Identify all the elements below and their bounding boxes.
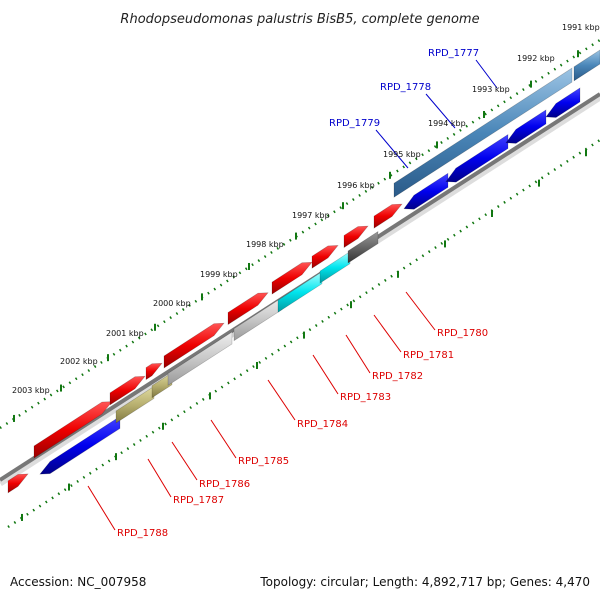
gene-labels: RPD_1777 RPD_1778 RPD_1779 RPD_1780 RPD_1781… bbox=[117, 48, 488, 539]
kbp-label: 1997 kbp bbox=[292, 211, 330, 220]
gene-shape-red bbox=[163, 322, 225, 369]
kbp-label: 2003 kbp bbox=[12, 386, 50, 395]
gene-shape-red bbox=[271, 261, 313, 295]
map-title: Rhodopseudomonas palustris BisB5, comple… bbox=[120, 12, 479, 27]
gene-shape-blue bbox=[445, 133, 509, 183]
gene-shape-red bbox=[343, 225, 369, 249]
gene-label[interactable]: RPD_1778 bbox=[380, 82, 431, 93]
kbp-label: 1992 kbp bbox=[517, 54, 555, 63]
kbp-label: 1999 kbp bbox=[200, 270, 238, 279]
gene-shape-red bbox=[145, 362, 163, 381]
kbp-label: 2000 kbp bbox=[153, 299, 191, 308]
gene-rpd-1788-shape bbox=[7, 473, 29, 494]
gene-shape-blue bbox=[505, 109, 547, 144]
outer-dotted-track bbox=[0, 38, 600, 430]
kbp-label: 1994 kbp bbox=[428, 119, 466, 128]
gene-rpd-1778-reverse bbox=[403, 172, 449, 210]
leader-line bbox=[373, 314, 402, 353]
gene-label[interactable]: RPD_1785 bbox=[238, 456, 289, 467]
kbp-label: 1995 kbp bbox=[383, 150, 421, 159]
gene-rpd-1787-shape bbox=[115, 385, 155, 424]
kbp-label: 1993 kbp bbox=[472, 85, 510, 94]
gene-rpd-1782-shape bbox=[319, 251, 351, 284]
leader-line bbox=[475, 59, 498, 89]
kbp-label: 2001 kbp bbox=[106, 329, 144, 338]
gene-label[interactable]: RPD_1781 bbox=[403, 350, 454, 361]
leader-line bbox=[87, 485, 116, 531]
genome-info-text: Topology: circular; Length: 4,892,717 bp… bbox=[259, 575, 590, 589]
gene-features bbox=[7, 49, 600, 494]
gene-shape-red bbox=[373, 203, 403, 229]
gene-rpd-1786-shape bbox=[151, 372, 173, 399]
gene-label[interactable]: RPD_1784 bbox=[297, 419, 348, 430]
gene-label[interactable]: RPD_1782 bbox=[372, 371, 423, 382]
gene-shape-red bbox=[33, 401, 113, 459]
leader-line bbox=[267, 379, 296, 421]
gene-label[interactable]: RPD_1786 bbox=[199, 479, 250, 490]
gene-rpd-1783-shape bbox=[277, 271, 323, 313]
gene-rpd-1779-shape bbox=[393, 67, 573, 198]
leader-line bbox=[312, 354, 339, 395]
gene-shape-blue bbox=[545, 87, 581, 118]
leader-line bbox=[171, 441, 198, 481]
leader-line bbox=[345, 334, 371, 374]
gene-label[interactable]: RPD_1788 bbox=[117, 528, 168, 539]
gene-rpd-1785-shape bbox=[167, 331, 233, 386]
gene-label[interactable]: RPD_1783 bbox=[340, 392, 391, 403]
gene-label[interactable]: RPD_1787 bbox=[173, 495, 224, 506]
label-leaders bbox=[87, 59, 498, 531]
leader-line bbox=[375, 129, 409, 169]
kbp-label: 1998 kbp bbox=[246, 240, 284, 249]
gene-rpd-1788-reverse bbox=[39, 415, 121, 475]
leader-line bbox=[405, 291, 436, 331]
leader-line bbox=[210, 419, 237, 459]
kbp-labels: 1991 kbp 1992 kbp 1993 kbp 1994 kbp 1995 kbp… bbox=[12, 23, 600, 395]
gene-rpd-1784-shape bbox=[233, 297, 283, 342]
kbp-label: 1991 kbp bbox=[562, 23, 600, 32]
tick-marks bbox=[13, 50, 587, 521]
gene-shape-red bbox=[109, 375, 146, 406]
accession-text: Accession: NC_007958 bbox=[10, 575, 146, 589]
gene-rpd-1781-shape bbox=[347, 231, 379, 264]
gene-rpd-1777-shape bbox=[573, 49, 600, 82]
kbp-label: 1996 kbp bbox=[337, 181, 375, 190]
leader-line bbox=[425, 93, 456, 129]
gene-shape-red bbox=[311, 245, 339, 269]
gene-label[interactable]: RPD_1777 bbox=[428, 48, 479, 59]
gene-label[interactable]: RPD_1780 bbox=[437, 328, 488, 339]
gene-label[interactable]: RPD_1779 bbox=[329, 118, 380, 129]
kbp-label: 2002 kbp bbox=[60, 357, 98, 366]
gene-shape-red bbox=[227, 292, 269, 326]
leader-line bbox=[147, 458, 172, 498]
